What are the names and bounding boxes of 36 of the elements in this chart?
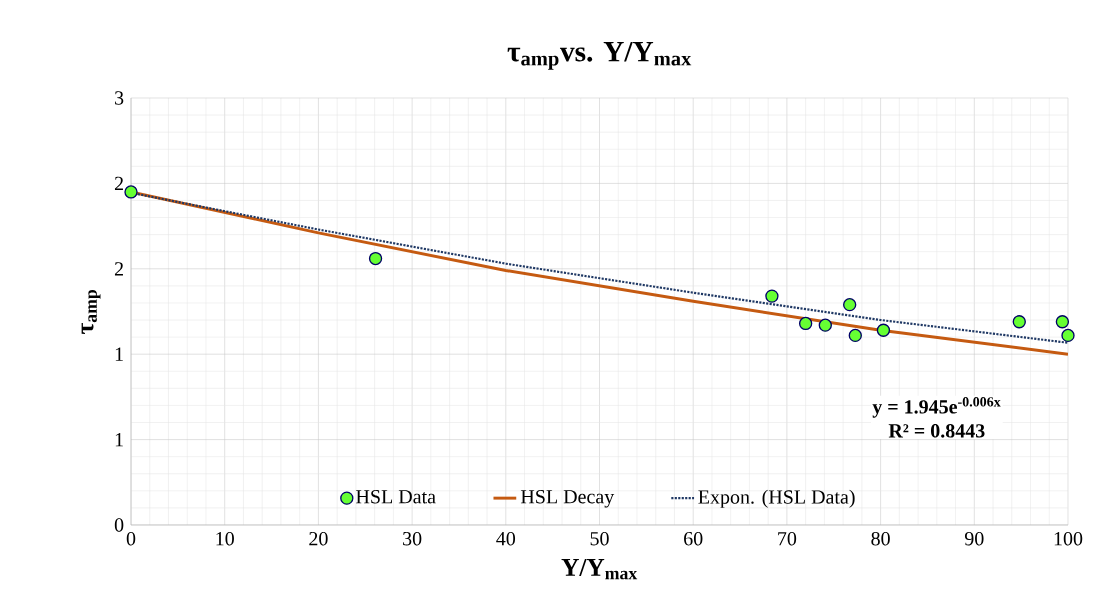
x-tick-label: 60 <box>684 531 703 546</box>
y-tick-label: 2 <box>114 262 123 276</box>
point <box>368 251 383 266</box>
legend-label: HSL Data <box>356 490 436 504</box>
legend-label: HSL Decay <box>520 490 615 508</box>
y-tick-label: 0 <box>114 518 124 532</box>
annotation: R² = 0.8443 <box>888 424 985 438</box>
x-tick-label: 90 <box>964 531 984 546</box>
point <box>876 323 891 337</box>
point <box>818 318 832 332</box>
x-tick-label: 0 <box>126 531 136 546</box>
legend-label: Expon. (HSL Data) <box>698 489 855 508</box>
y-tick-label: 1 <box>115 433 123 447</box>
x-tick-label: 80 <box>871 531 890 546</box>
point <box>798 316 813 331</box>
x-tick-label: 20 <box>309 531 328 546</box>
point <box>1061 328 1075 343</box>
point <box>1055 315 1070 329</box>
x-tick-label: 10 <box>216 531 234 546</box>
point <box>843 297 857 312</box>
y-tick-label: 1 <box>115 347 123 361</box>
y-tick-label: 3 <box>115 91 124 105</box>
point <box>1012 315 1026 329</box>
annotation: y = 1.945e$^{-0.006x}$ <box>872 397 1001 418</box>
x-tick-label: 50 <box>590 531 609 546</box>
point <box>124 185 138 199</box>
x-tick-label: 40 <box>496 531 516 546</box>
x-tick-label: 100 <box>1054 531 1083 546</box>
point <box>848 328 862 343</box>
point <box>765 289 779 303</box>
x-tick-label: 30 <box>403 531 422 546</box>
y-axis-title: τ$_{amp}$ <box>81 289 101 334</box>
x-tick-label: 70 <box>778 531 797 546</box>
x-axis-title: Y/Y$_{max}$ <box>561 559 638 580</box>
chart-title: τ$_{amp}$vs. Y/Y$_{max}$ <box>507 41 692 70</box>
y-tick-label: 2 <box>114 176 123 191</box>
